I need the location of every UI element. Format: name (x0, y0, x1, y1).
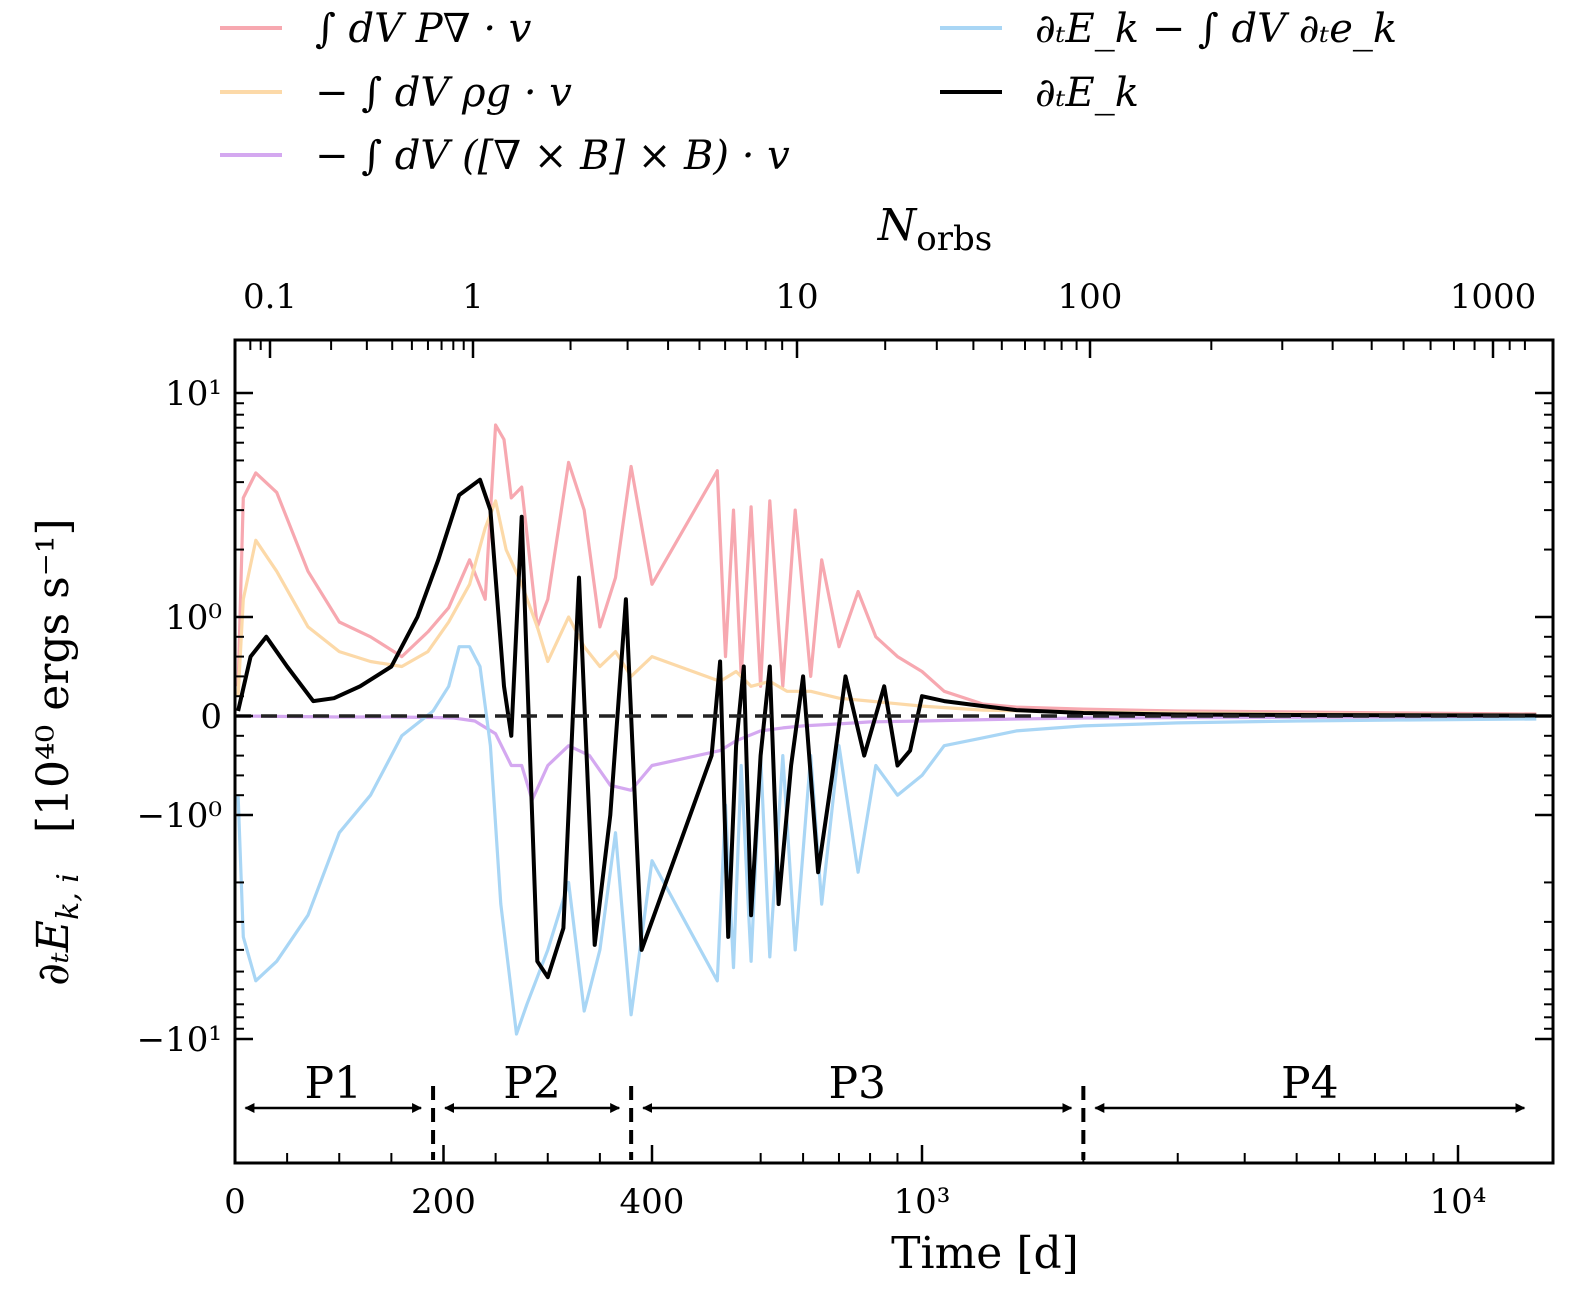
phase-label: P3 (828, 1058, 886, 1109)
top-tick-label: 0.1 (243, 277, 297, 317)
top-tick-label: 1 (462, 277, 484, 317)
top-tick-label: 100 (1058, 277, 1123, 317)
y-axis-subscript: k, i (51, 873, 86, 920)
phase-label: P4 (1281, 1058, 1339, 1109)
x-tick-label: 10⁴ (1430, 1182, 1487, 1222)
legend-item: − ∫ dV ρg · v (220, 70, 572, 116)
x-tick-label: 10³ (894, 1182, 951, 1222)
legend-label: − ∫ dV ([∇ × B] × B) · v (315, 133, 790, 179)
legend-item: ∂ₜE_k − ∫ dV ∂ₜe_k (940, 6, 1397, 52)
y-tick-label: −10⁰ (137, 796, 222, 836)
series-line-2 (238, 714, 1537, 802)
bottom-axis: 0 200 400 10³ 10⁴ Time [d] (224, 1145, 1486, 1279)
y-axis-unit: [10⁴⁰ ergs s⁻¹] (28, 518, 79, 833)
x-tick-label: 0 (224, 1182, 246, 1222)
series-line-4 (236, 477, 1537, 980)
legend-label: ∫ dV P∇ · v (315, 6, 532, 52)
phase-label: P2 (503, 1058, 561, 1109)
y-axis-label: ∂ₜEk, i [10⁴⁰ ergs s⁻¹] (28, 518, 86, 985)
legend-item: − ∫ dV ([∇ × B] × B) · v (220, 133, 790, 179)
x-tick-label: 400 (620, 1182, 685, 1222)
legend: ∫ dV P∇ · v − ∫ dV ρg · v − ∫ dV ([∇ × B] … (220, 6, 1397, 179)
top-axis-subscript: orbs (916, 219, 992, 259)
x-axis-label: Time [d] (891, 1228, 1079, 1279)
y-axis-symbol: ∂ₜE (28, 920, 79, 986)
y-tick-label: 10⁰ (165, 598, 222, 638)
top-axis-label: Norbs (877, 200, 992, 259)
plot-frame (233, 338, 1555, 1165)
legend-label: ∂ₜE_k (1035, 70, 1139, 116)
y-tick-label: −10¹ (137, 1020, 222, 1060)
legend-item: ∫ dV P∇ · v (220, 6, 532, 52)
top-axis-symbol: N (877, 200, 918, 251)
top-axis: 0.1 1 10 100 1000 Norbs (243, 200, 1536, 358)
phase-annotations: P1 P2 P3 P4 (244, 1058, 1526, 1160)
top-tick-label: 10 (775, 277, 818, 317)
top-tick-label: 1000 (1450, 277, 1537, 317)
series-line-0 (236, 423, 1537, 716)
y-tick-label: 10¹ (165, 374, 222, 414)
phase-label: P1 (304, 1058, 362, 1109)
series-line-1 (236, 499, 1537, 717)
y-tick-label: 0 (200, 697, 222, 737)
series-layer (235, 423, 1553, 1036)
legend-label: − ∫ dV ρg · v (315, 70, 572, 116)
legend-label: ∂ₜE_k − ∫ dV ∂ₜe_k (1035, 6, 1397, 52)
legend-item: ∂ₜE_k (940, 70, 1139, 116)
x-tick-label: 200 (411, 1182, 476, 1222)
